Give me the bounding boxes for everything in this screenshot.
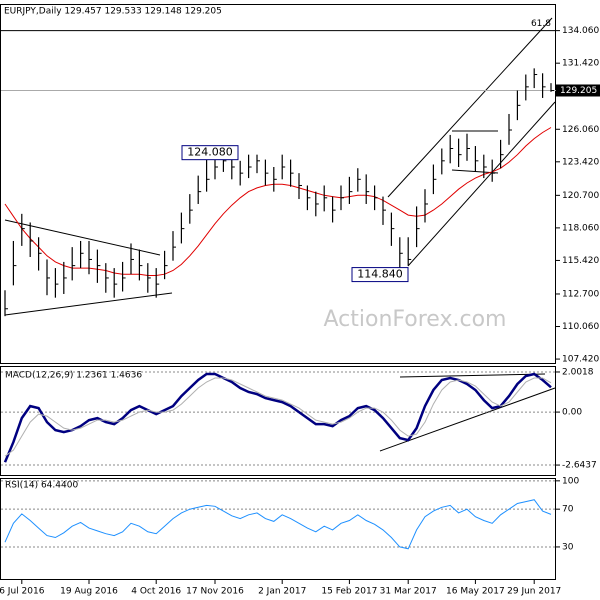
x-tick-label: 2 Jan 2017 [258, 587, 306, 597]
annotation: 124.080 [187, 146, 233, 159]
annotation-box [181, 145, 239, 161]
moving-average [4, 127, 552, 276]
y-tick-label: 118.060 [562, 223, 599, 233]
chart-title: EURJPY,Daily 129.457 129.533 129.148 129… [4, 7, 222, 17]
y-tick-label: 112.700 [562, 289, 599, 299]
rsi-panel [0, 478, 556, 580]
y-tick-label: 30 [562, 542, 574, 552]
macd-panel [0, 366, 556, 476]
y-tick-label: 2.0018 [562, 367, 594, 377]
x-tick-label: 15 Feb 2017 [321, 587, 377, 597]
x-tick-label: 31 Mar 2017 [380, 587, 437, 597]
price-tag [556, 84, 600, 97]
price-tag-label: 129.205 [560, 86, 597, 96]
macd-line [4, 377, 552, 457]
x-tick-label: 6 Jul 2016 [0, 587, 45, 597]
y-tick-label: 110.060 [562, 322, 599, 332]
annotation-box [351, 267, 409, 283]
y-tick-label: 115.420 [562, 256, 599, 266]
y-tick-label: -2.6437 [562, 461, 597, 471]
y-tick-label: 134.060 [562, 26, 599, 36]
x-tick-label: 29 Jun 2017 [507, 587, 561, 597]
watermark: ActionForex.com [324, 307, 507, 332]
y-tick-label: 123.420 [562, 157, 599, 167]
y-tick-label: 131.420 [562, 59, 599, 69]
y-tick-label: 107.420 [562, 355, 599, 365]
price-panel [0, 4, 556, 364]
rsi-line [4, 499, 552, 550]
y-tick-label: 0.00 [562, 408, 582, 418]
x-tick-label: 17 Nov 2016 [186, 587, 244, 597]
annotation: 114.840 [357, 268, 403, 281]
x-tick-label: 4 Oct 2016 [131, 587, 181, 597]
macd-title: MACD(12,26,9) 1.2361 1.4636 [5, 371, 142, 381]
y-tick-label: 120.700 [562, 191, 599, 201]
x-tick-label: 16 May 2017 [446, 587, 505, 597]
y-tick-label: 126.060 [562, 125, 599, 135]
x-tick-label: 19 Aug 2016 [60, 587, 118, 597]
y-tick-label: 100 [562, 476, 579, 486]
rsi-title: RSI(14) 64.4400 [5, 481, 78, 491]
y-tick-label: 70 [562, 505, 574, 515]
fib-label: 61.8 [531, 19, 551, 29]
